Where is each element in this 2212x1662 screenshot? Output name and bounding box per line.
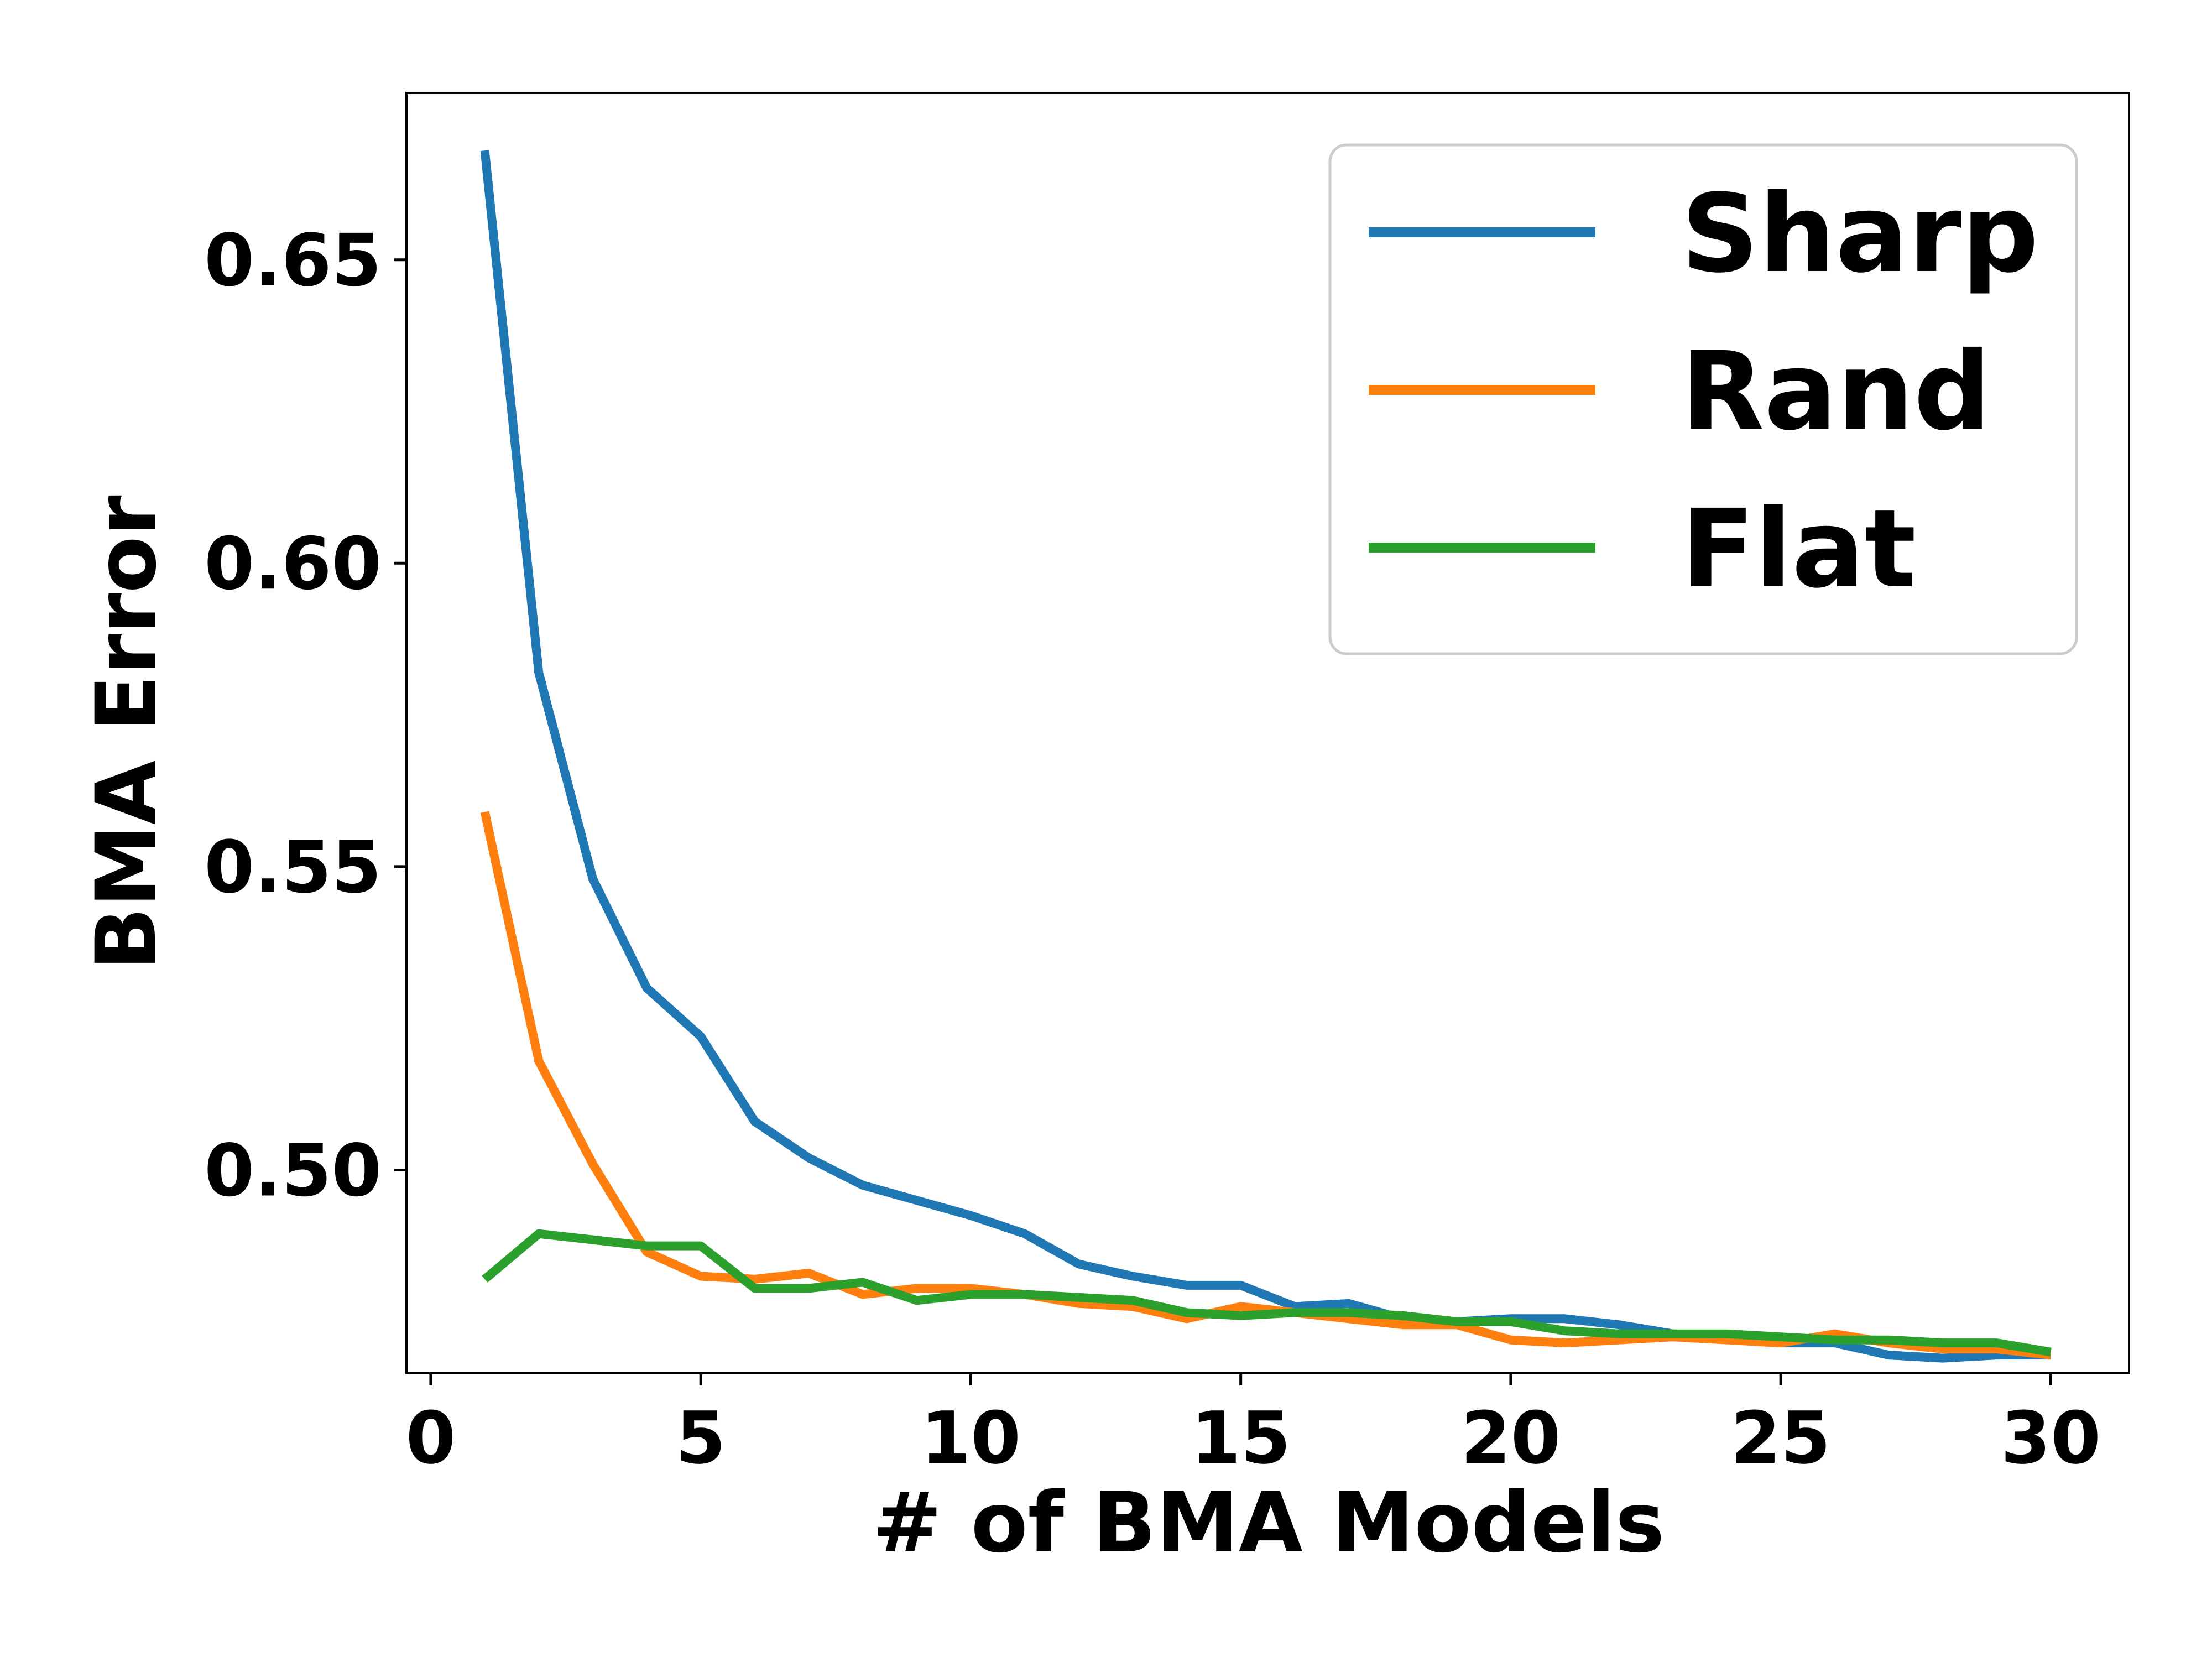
legend-label-rand: Rand bbox=[1681, 329, 1991, 454]
legend: Sharp Rand Flat bbox=[1328, 143, 2078, 655]
x-tick-label: 25 bbox=[1731, 1396, 1831, 1480]
y-tick-label: 0.60 bbox=[204, 522, 382, 606]
x-tick-label: 30 bbox=[2001, 1396, 2101, 1480]
series-line-rand bbox=[480, 811, 2052, 1360]
x-tick-label: 15 bbox=[1191, 1396, 1291, 1480]
legend-label-flat: Flat bbox=[1681, 486, 1916, 612]
legend-box bbox=[1328, 143, 2078, 655]
x-tick-label: 10 bbox=[921, 1396, 1021, 1480]
x-tick-label: 5 bbox=[676, 1396, 726, 1480]
y-axis: 0.50 0.55 0.60 0.65 bbox=[204, 218, 406, 1212]
x-tick-label: 20 bbox=[1460, 1396, 1561, 1480]
series-line-flat bbox=[482, 1229, 2052, 1357]
y-axis-label: BMA Error bbox=[79, 495, 175, 970]
y-tick-label: 0.50 bbox=[204, 1128, 382, 1212]
plot-lines bbox=[480, 150, 2052, 1363]
x-axis: 0 5 10 15 20 25 30 bbox=[406, 1373, 2101, 1480]
x-axis-label: # of BMA Models bbox=[873, 1475, 1665, 1571]
y-tick-label: 0.55 bbox=[204, 825, 382, 909]
y-tick-label: 0.65 bbox=[204, 218, 382, 303]
plot-frame bbox=[405, 92, 2130, 1374]
legend-label-sharp: Sharp bbox=[1681, 171, 2039, 296]
x-tick-label: 0 bbox=[406, 1396, 456, 1480]
